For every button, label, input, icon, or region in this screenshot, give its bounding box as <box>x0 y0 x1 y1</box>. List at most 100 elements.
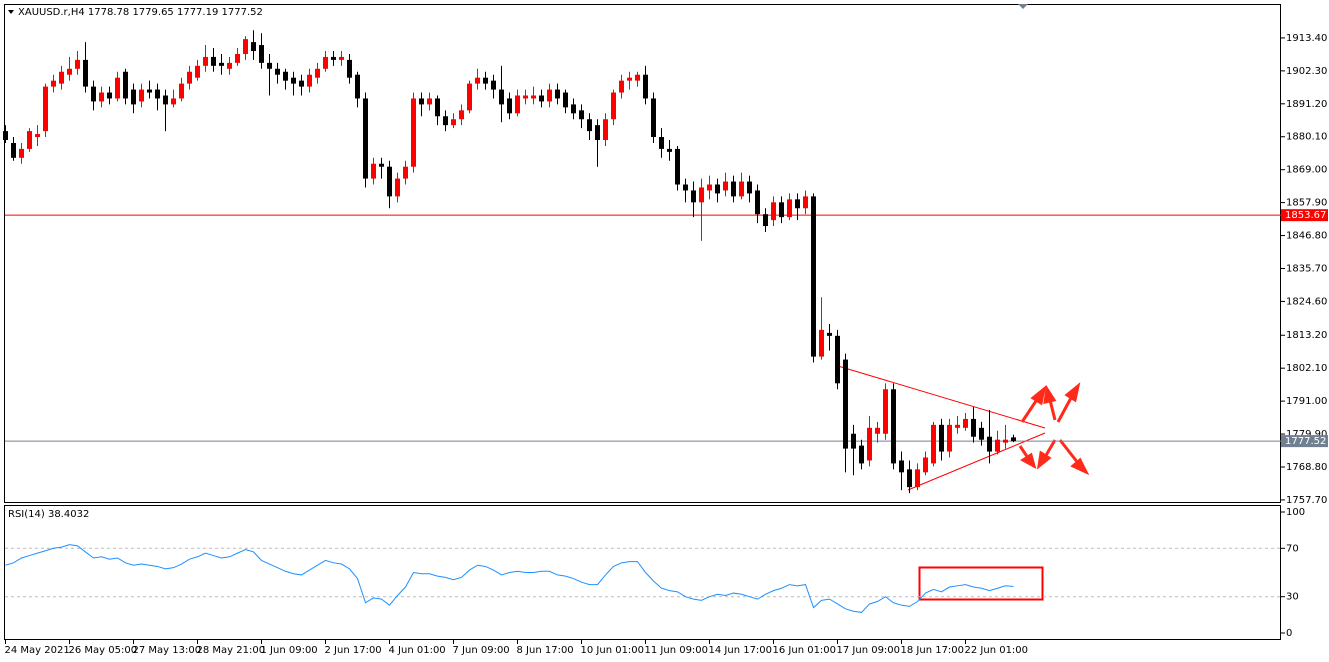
x-tick-label: 16 Jun 01:00 <box>773 645 837 656</box>
candle-body <box>875 427 880 434</box>
candle-body <box>1003 439 1008 443</box>
candle-body <box>739 181 744 197</box>
chart-title: XAUUSD.r,H4 1778.78 1779.65 1777.19 1777… <box>18 7 263 18</box>
candle-body <box>91 86 96 102</box>
candle-body <box>371 163 376 179</box>
candle-body <box>883 389 888 434</box>
y-tick-label: 1857.90 <box>1286 198 1327 209</box>
candle-body <box>283 71 288 81</box>
candle-body <box>411 98 416 167</box>
candle-body <box>51 80 56 87</box>
candle-body <box>499 89 504 105</box>
candle-body <box>27 131 32 149</box>
price-label-box <box>1281 209 1328 222</box>
candle-body <box>571 104 576 114</box>
candle-body <box>587 119 592 132</box>
candle-body <box>139 89 144 102</box>
arrow-head <box>1020 452 1037 470</box>
candle-body <box>67 68 72 75</box>
arrow <box>1020 397 1040 423</box>
price-label-box <box>1281 435 1328 448</box>
candle-body <box>955 424 960 428</box>
y-tick-label: 1824.60 <box>1286 296 1327 307</box>
arrow-head <box>1036 450 1052 470</box>
candle-body <box>851 433 856 449</box>
candle-body <box>755 190 760 215</box>
candle-body <box>723 181 728 191</box>
candle-body <box>619 80 624 93</box>
candle-body <box>427 98 432 105</box>
trend-line <box>837 365 1046 429</box>
candle-body <box>291 77 296 84</box>
candle-body <box>595 125 600 141</box>
y-tick-label: 1813.20 <box>1286 330 1327 341</box>
x-tick-label: 1 Jun 09:00 <box>261 645 318 656</box>
trend-line <box>907 432 1046 491</box>
candle-body <box>379 163 384 167</box>
candle-body <box>795 199 800 209</box>
y-tick-label: 1768.80 <box>1286 462 1327 473</box>
candle-body <box>835 335 840 384</box>
y-tick-label: 1902.30 <box>1286 66 1327 77</box>
shift-marker <box>1018 4 1028 9</box>
candle-body <box>643 74 648 99</box>
rsi-tick-label: 100 <box>1286 507 1305 518</box>
candle-body <box>787 199 792 218</box>
candle-body <box>395 178 400 197</box>
candle-body <box>475 77 480 84</box>
candle-body <box>235 53 240 63</box>
candle-body <box>267 62 272 69</box>
candle-body <box>203 56 208 66</box>
arrow <box>1048 399 1057 421</box>
candle-body <box>83 59 88 87</box>
candle-body <box>331 56 336 60</box>
x-tick-label: 24 May 2021 <box>5 645 70 656</box>
x-tick-label: 8 Jun 17:00 <box>517 645 574 656</box>
y-tick-label: 1913.40 <box>1286 33 1327 44</box>
candle-body <box>963 418 968 428</box>
candle-body <box>707 184 712 191</box>
rsi-tick-label: 70 <box>1286 543 1299 554</box>
candle-body <box>107 92 112 99</box>
candle-body <box>771 202 776 221</box>
x-tick-label: 11 Jun 09:00 <box>645 645 709 656</box>
candle-body <box>163 95 168 105</box>
candle-body <box>451 119 456 126</box>
candle-body <box>187 71 192 84</box>
rsi-tick-label: 0 <box>1286 628 1292 639</box>
candle-body <box>947 424 952 452</box>
candle-body <box>555 89 560 99</box>
candle-body <box>539 95 544 102</box>
candle-body <box>515 95 520 114</box>
candle-body <box>691 190 696 203</box>
candle-body <box>763 214 768 227</box>
y-tick-label: 1802.10 <box>1286 363 1327 374</box>
candle-body <box>923 457 928 473</box>
x-tick-label: 4 Jun 01:00 <box>389 645 446 656</box>
y-tick-label: 1791.00 <box>1286 396 1327 407</box>
arrow-head <box>1030 385 1047 406</box>
y-tick-label: 1757.70 <box>1286 495 1327 506</box>
candle-body <box>915 469 920 488</box>
candle-body <box>171 98 176 105</box>
candle-body <box>3 131 8 141</box>
candle-body <box>995 439 1000 452</box>
arrow <box>1058 439 1080 464</box>
candle-body <box>131 89 136 105</box>
candle-body <box>355 74 360 99</box>
candle-body <box>747 181 752 194</box>
candle-body <box>347 59 352 78</box>
highlight-box <box>918 566 1044 601</box>
candle-body <box>11 142 16 158</box>
y-tick-label: 1835.70 <box>1286 263 1327 274</box>
candle-body <box>483 77 488 84</box>
candle-body <box>339 56 344 60</box>
candle-body <box>547 89 552 102</box>
candle-body <box>907 469 912 488</box>
candle-body <box>443 116 448 126</box>
candle-body <box>627 77 632 81</box>
candle-body <box>971 418 976 437</box>
candle-body <box>635 74 640 81</box>
arrow <box>1056 395 1074 423</box>
